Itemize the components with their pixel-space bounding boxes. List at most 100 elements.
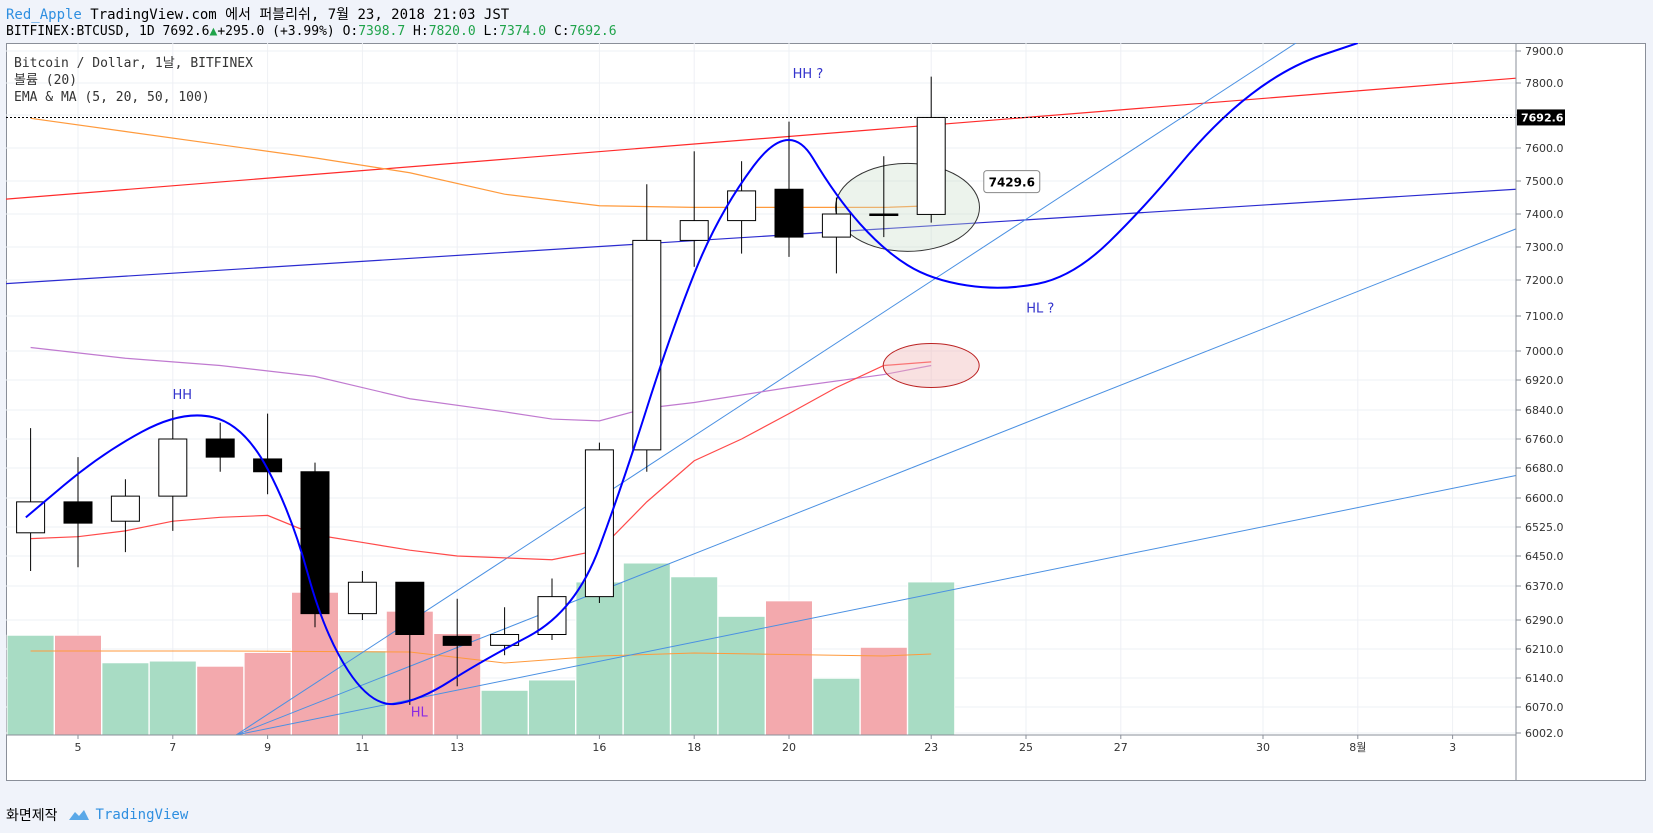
y-axis-tick-label: 6370.0 — [1525, 580, 1564, 593]
open-label: O: — [342, 24, 359, 39]
x-axis-tick-label: 11 — [355, 741, 369, 754]
y-axis-tick-label: 6600.0 — [1525, 492, 1564, 505]
x-axis-tick-label: 5 — [75, 741, 82, 754]
candle-body — [727, 190, 757, 222]
volume-bar — [6, 634, 55, 736]
volume-bar — [812, 677, 861, 736]
volume-bar — [859, 646, 908, 736]
trendline-lightblue-2[interactable] — [235, 228, 1517, 736]
y-axis-tick-label: 6210.0 — [1525, 643, 1564, 656]
volume-bar — [765, 600, 813, 736]
candle-body — [442, 635, 472, 646]
y-axis-tick-label: 7100.0 — [1525, 310, 1564, 323]
price-callout-box[interactable] — [983, 170, 1041, 194]
x-axis-tick-label: 23 — [924, 741, 938, 754]
volume-bar — [148, 660, 197, 736]
y-axis-tick-label: 6525.0 — [1525, 521, 1564, 534]
trendline-blue[interactable] — [6, 188, 1517, 285]
price-chart[interactable]: 7900.07800.07700.07600.07500.07400.07300… — [6, 43, 1646, 781]
x-axis-tick-label: 3 — [1449, 741, 1456, 754]
tradingview-logo-icon — [68, 810, 89, 820]
ma-purple-line — [30, 346, 932, 422]
chart-title-bar: Red_Apple TradingView.com 에서 퍼블리쉬, 7월 23… — [6, 4, 509, 24]
low-label: L: — [483, 24, 500, 39]
y-axis-tick-label: 6760.0 — [1525, 433, 1564, 446]
highlight-ellipse-green[interactable] — [835, 162, 980, 252]
ma-orange-line — [30, 117, 932, 208]
y-axis-tick-label: 7300.0 — [1525, 241, 1564, 254]
candle-body — [63, 501, 93, 524]
volume-bar — [717, 615, 766, 736]
y-axis-tick-label: 6070.0 — [1525, 701, 1564, 714]
x-axis-tick-label: 13 — [450, 741, 464, 754]
brand-label: TradingView — [95, 807, 189, 823]
volume-bar — [196, 665, 245, 736]
legend-ema-ma[interactable]: EMA & MA (5, 20, 50, 100) — [14, 90, 210, 105]
close-label: C: — [553, 24, 570, 39]
x-axis-tick-label: 30 — [1256, 741, 1270, 754]
trendline-lightblue-3[interactable] — [235, 475, 1517, 736]
wave-projection-line[interactable] — [25, 43, 1359, 706]
candle-body — [916, 116, 946, 215]
candle-body — [158, 438, 188, 497]
made-with-label: 화면제작 — [6, 808, 58, 824]
candle-body — [300, 471, 330, 615]
y-axis-tick-label: 7400.0 — [1525, 208, 1564, 221]
x-axis-tick-label: 18 — [687, 741, 701, 754]
wave-annotation-label: HL ? — [1026, 301, 1054, 316]
candle-body — [16, 501, 46, 534]
y-axis-tick-label: 6002.0 — [1525, 727, 1564, 740]
candle-body — [347, 581, 377, 615]
y-axis-tick-label: 7000.0 — [1525, 345, 1564, 358]
y-axis-tick-label: 6290.0 — [1525, 614, 1564, 627]
price-callout-label: 7429.6 — [989, 176, 1035, 190]
x-axis-tick-label: 8월 — [1349, 741, 1366, 754]
volume-bar — [622, 562, 671, 736]
open-value: 7398.7 — [358, 24, 406, 39]
low-value: 7374.0 — [499, 24, 547, 39]
x-axis-tick-label: 16 — [592, 741, 606, 754]
candle-body — [774, 188, 804, 238]
wave-annotation-label: HH ? — [793, 67, 824, 82]
y-axis-tick-label: 6920.0 — [1525, 374, 1564, 387]
y-axis-tick-label: 7500.0 — [1525, 175, 1564, 188]
high-label: H: — [413, 24, 429, 39]
x-axis-tick-label: 27 — [1114, 741, 1128, 754]
candle-body — [110, 495, 140, 522]
publish-info: TradingView.com 에서 퍼블리쉬, 7월 23, 2018 21:… — [90, 7, 510, 23]
tradingview-brand[interactable]: TradingView — [68, 807, 189, 823]
volume-bar — [670, 576, 719, 736]
ema-red-line — [30, 361, 932, 561]
y-axis-tick-label: 6140.0 — [1525, 672, 1564, 685]
volume-bar — [907, 581, 956, 736]
legend-symbol[interactable]: Bitcoin / Dollar, 1날, BITFINEX — [14, 56, 253, 71]
author-link[interactable]: Red_Apple — [6, 7, 82, 23]
candle-body — [395, 581, 425, 635]
up-arrow-icon: ▲ — [209, 24, 218, 39]
volume-bar — [528, 679, 576, 736]
volume-ma-line — [30, 650, 932, 664]
y-axis-tick-label: 7800.0 — [1525, 77, 1564, 90]
candle-body — [584, 449, 614, 598]
wave-annotation-label: HH — [172, 388, 192, 403]
last-price-tag-label: 7692.6 — [1521, 111, 1564, 124]
x-axis-tick-label: 9 — [264, 741, 271, 754]
legend-volume[interactable]: 볼륨 (20) — [14, 73, 78, 88]
y-axis-tick-label: 6680.0 — [1525, 462, 1564, 475]
x-axis-tick-label: 25 — [1019, 741, 1033, 754]
candle-body — [490, 634, 520, 646]
y-axis-tick-label: 7200.0 — [1525, 274, 1564, 287]
close-value: 7692.6 — [569, 24, 617, 39]
wave-annotation-label: HL — [411, 706, 429, 721]
y-axis-tick-label: 6840.0 — [1525, 404, 1564, 417]
volume-bar — [480, 689, 529, 736]
x-axis-tick-label: 7 — [169, 741, 176, 754]
candle-body — [253, 458, 283, 473]
volume-bar — [54, 634, 102, 736]
ohlc-bar: BITFINEX:BTCUSD, 1D 7692.6▲+295.0 (+3.99… — [6, 24, 617, 39]
trendline-red[interactable] — [6, 77, 1517, 200]
last-price-tag — [1517, 109, 1565, 126]
highlight-ellipse-red[interactable] — [882, 343, 980, 388]
chart-legend: Bitcoin / Dollar, 1날, BITFINEX 볼륨 (20) E… — [14, 55, 253, 106]
candle-body — [679, 220, 709, 241]
